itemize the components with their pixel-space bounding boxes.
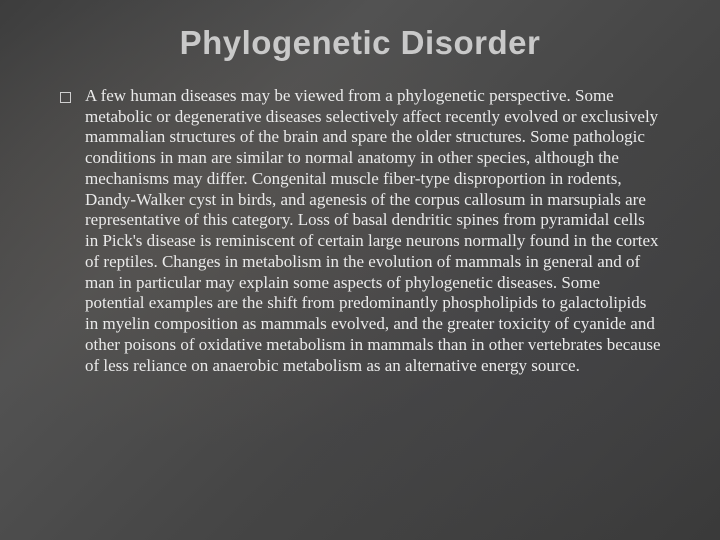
slide-body-text: A few human diseases may be viewed from … — [85, 86, 662, 376]
slide-title: Phylogenetic Disorder — [58, 24, 662, 62]
slide-content: A few human diseases may be viewed from … — [58, 86, 662, 376]
square-bullet-icon — [60, 92, 71, 103]
slide-container: Phylogenetic Disorder A few human diseas… — [0, 0, 720, 540]
